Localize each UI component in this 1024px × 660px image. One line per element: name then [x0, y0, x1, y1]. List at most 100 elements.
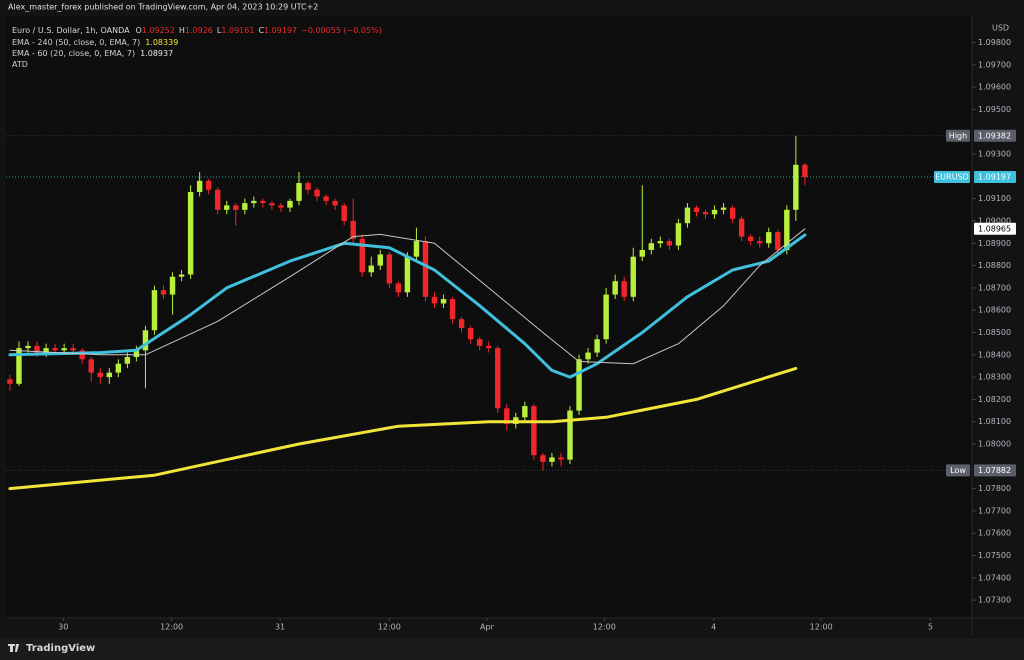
candle-body	[766, 232, 772, 244]
candle-body	[458, 319, 465, 329]
legend-key: O	[135, 26, 141, 35]
candle-body	[711, 209, 718, 215]
candle-body	[793, 164, 799, 210]
marker-tag-label: Low	[950, 466, 966, 475]
x-tick-label: 12:00	[810, 623, 833, 632]
candle-body	[97, 372, 103, 378]
candle-body	[720, 207, 727, 210]
indicator-legend: EMA - 240 (50, close, 0, EMA, 7) 1.08339	[12, 38, 178, 47]
y-tick-label: 1.09300	[978, 150, 1011, 159]
footer	[0, 638, 1024, 660]
candle-body	[368, 265, 374, 273]
y-tick-label: 1.08500	[978, 328, 1011, 337]
candle-body	[486, 345, 492, 349]
candle-body	[522, 406, 528, 418]
x-tick-label: 31	[275, 623, 285, 632]
candle-body	[675, 223, 682, 246]
candle-body	[133, 350, 140, 358]
candle-body	[476, 339, 483, 346]
y-tick-label: 1.08700	[978, 283, 1011, 292]
y-tick-label: 1.07300	[978, 596, 1011, 605]
ohlc-legend: Euro / U.S. Dollar, 1h, OANDA O1.09252 H1.…	[12, 26, 382, 35]
y-tick-label: 1.07800	[978, 484, 1011, 493]
candle-body	[531, 406, 537, 456]
candle-body	[106, 372, 113, 378]
candle-body	[404, 256, 411, 293]
candle-body	[449, 299, 456, 320]
y-tick-label: 1.07400	[978, 573, 1011, 582]
y-tick-label: 1.09600	[978, 83, 1011, 92]
candle-body	[34, 345, 40, 353]
plot-area	[6, 16, 972, 618]
candle-body	[784, 209, 790, 250]
y-tick-label: 1.08900	[978, 239, 1011, 248]
x-tick-label: 4	[711, 623, 716, 632]
candle-body	[205, 180, 212, 190]
candle-body	[738, 218, 745, 237]
indicator-line	[8, 366, 798, 491]
legend-value: 1.09161	[221, 26, 254, 35]
candle-body	[648, 243, 655, 250]
indicator-line	[8, 233, 807, 379]
candle-body	[332, 200, 338, 206]
candle-body	[151, 290, 158, 331]
candle-body	[196, 180, 203, 192]
candle-body	[25, 345, 31, 349]
candle-body	[43, 348, 49, 353]
candle-body	[413, 241, 420, 257]
candle-body	[702, 212, 709, 215]
legend-value: 1.0926	[185, 26, 213, 35]
y-tick-label: 1.08100	[978, 417, 1011, 426]
candle-body	[729, 207, 736, 219]
candle-body	[440, 299, 447, 304]
candle-body	[323, 196, 329, 201]
candle-body	[639, 249, 645, 257]
candle-body	[350, 220, 356, 239]
candle-body	[88, 359, 94, 373]
marker-tag	[934, 171, 970, 184]
marker-value: 1.09197	[978, 173, 1011, 182]
candle-body	[278, 205, 284, 208]
x-tick-label: 12:00	[378, 623, 401, 632]
candle-body	[594, 339, 600, 353]
y-tick-label: 1.09100	[978, 194, 1011, 203]
y-tick-label: 1.08300	[978, 373, 1011, 382]
candle-body	[540, 455, 546, 462]
candle-body	[341, 205, 347, 221]
publisher: Alex_master_forex published on TradingVi…	[8, 3, 318, 12]
marker-value-box	[974, 129, 1016, 142]
x-tick-label: 5	[928, 623, 933, 632]
candle-body	[224, 205, 230, 210]
candle-body	[684, 207, 691, 224]
y-tick-label: 1.08000	[978, 440, 1011, 449]
candle-body	[467, 328, 474, 340]
candle-body	[621, 281, 627, 297]
indicator-value: 1.08937	[140, 49, 173, 58]
marker-tag	[946, 464, 970, 477]
indicator-value: 1.08339	[145, 38, 178, 47]
indicator-legend: EMA - 60 (20, close, 0, EMA, 7) 1.08937	[12, 49, 173, 58]
candle-body	[233, 205, 239, 210]
y-tick-label: 1.07500	[978, 551, 1011, 560]
indicator-name: EMA - 240 (50, close, 0, EMA, 7)	[12, 38, 140, 47]
candle-body	[187, 191, 194, 275]
marker-tag-label: High	[949, 131, 967, 140]
candle-body	[612, 281, 618, 295]
candle-body	[251, 200, 257, 204]
candle-body	[16, 348, 22, 384]
indicator-name: EMA - 60 (20, close, 0, EMA, 7)	[12, 49, 135, 58]
legend-change: −0.00055 (−0.05%)	[301, 26, 382, 35]
marker-value: 1.07882	[978, 466, 1011, 475]
x-tick-label: 30	[58, 623, 68, 632]
candle-body	[747, 236, 754, 242]
y-tick-label: 1.09000	[978, 216, 1011, 225]
y-tick-label: 1.08400	[978, 350, 1011, 359]
candle-body	[242, 203, 248, 210]
legend-key: C	[258, 26, 264, 35]
candle-body	[296, 183, 302, 201]
brand-logo	[8, 644, 19, 652]
candle-body	[305, 183, 311, 190]
candle-body	[115, 363, 122, 373]
